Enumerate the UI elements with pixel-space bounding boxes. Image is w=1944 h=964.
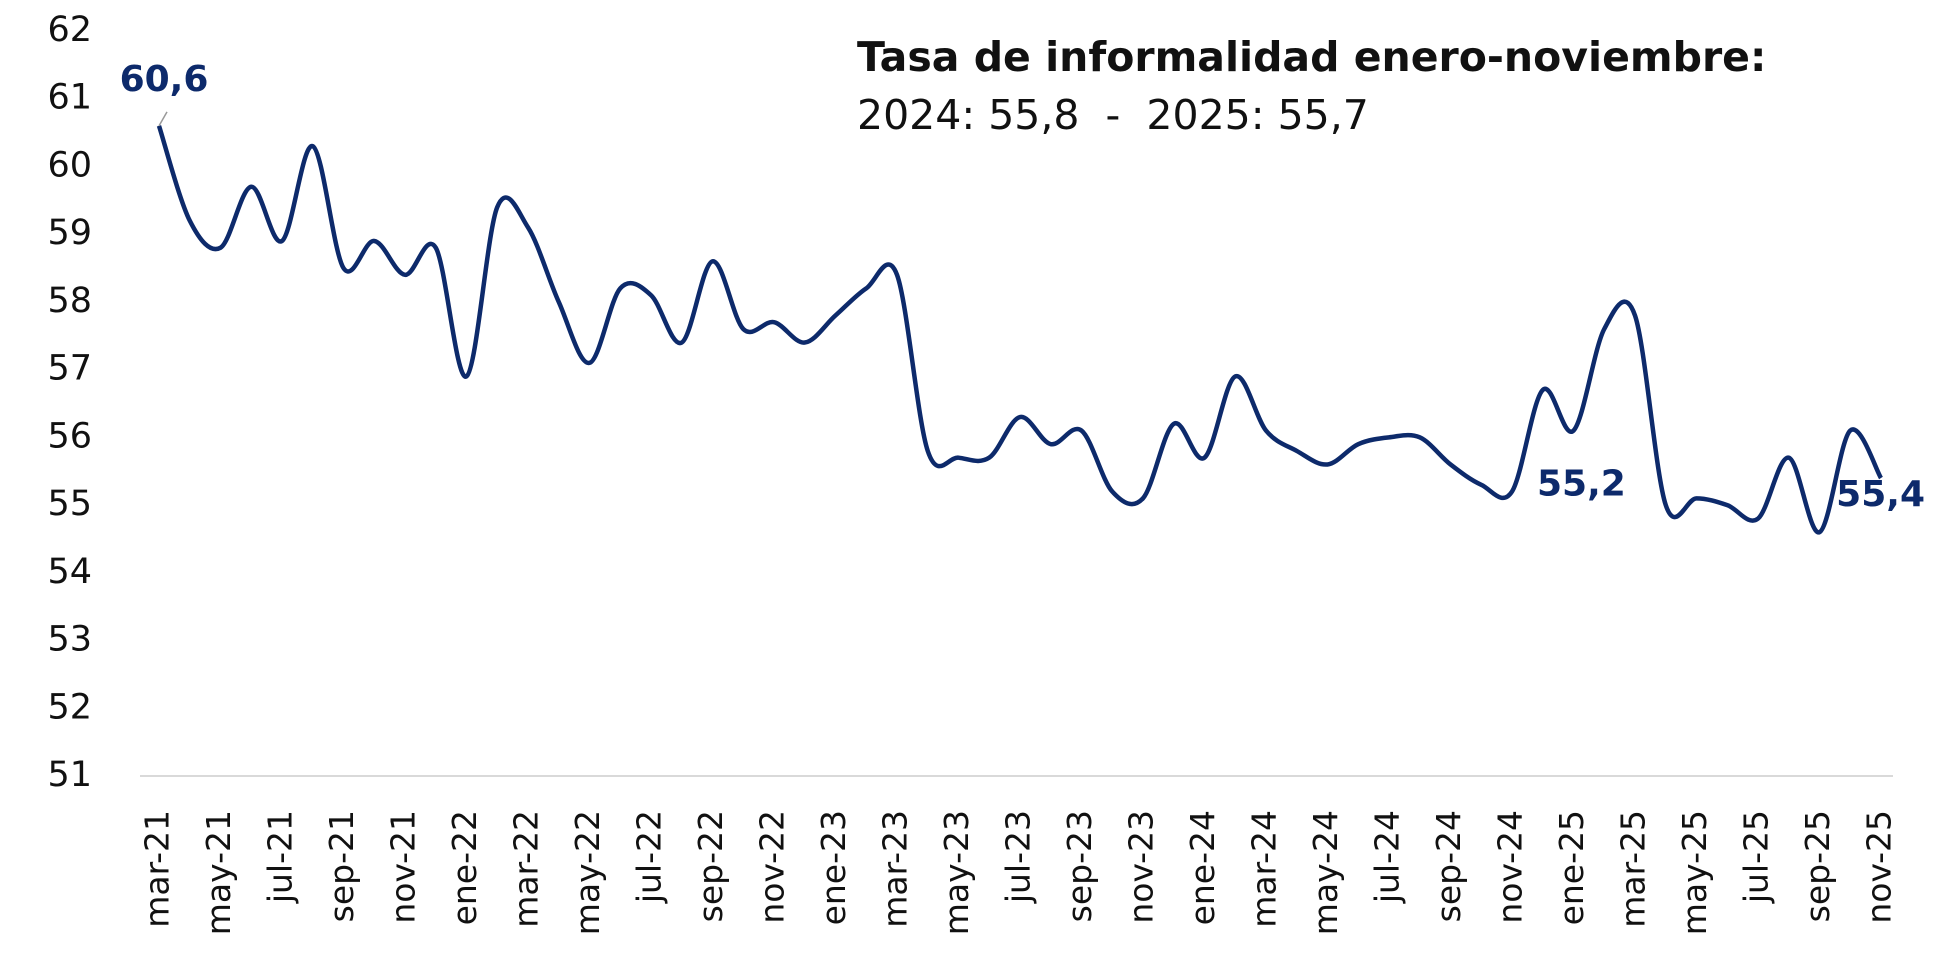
x-tick-label: mar-23 <box>876 810 915 928</box>
x-tick-label: sep-24 <box>1429 810 1468 922</box>
x-tick-label: may-22 <box>568 810 607 935</box>
x-tick-label: jul-21 <box>261 810 300 904</box>
y-tick-label: 57 <box>47 349 92 389</box>
y-tick-label: 62 <box>47 10 92 50</box>
x-tick-label: may-21 <box>199 810 238 935</box>
y-tick-label: 54 <box>47 552 92 592</box>
chart-title: Tasa de informalidad enero-noviembre: <box>857 33 1766 81</box>
chart-subtitle: 2024: 55,8 - 2025: 55,7 <box>857 91 1369 139</box>
x-tick-label: sep-22 <box>691 810 730 922</box>
x-tick-label: mar-24 <box>1245 810 1284 928</box>
y-tick-label: 61 <box>47 78 92 118</box>
y-tick-label: 51 <box>47 755 92 795</box>
x-tick-label: sep-21 <box>322 810 361 922</box>
x-tick-label: nov-25 <box>1860 810 1899 924</box>
x-tick-label: ene-23 <box>814 810 853 925</box>
x-tick-label: nov-22 <box>753 810 792 924</box>
x-tick-label: sep-25 <box>1798 810 1837 922</box>
x-tick-label: nov-21 <box>384 810 423 924</box>
y-tick-label: 52 <box>47 687 92 727</box>
x-tick-label: mar-25 <box>1614 810 1653 928</box>
y-tick-label: 59 <box>47 213 92 253</box>
x-tick-label: ene-25 <box>1552 810 1591 925</box>
x-tick-label: mar-21 <box>138 810 177 928</box>
data-label: 55,2 <box>1537 464 1626 505</box>
x-tick-label: jul-22 <box>630 810 669 904</box>
x-tick-label: nov-24 <box>1491 810 1530 924</box>
data-label: 60,6 <box>120 59 209 100</box>
leader-line <box>158 111 168 127</box>
data-line <box>156 125 1883 535</box>
x-tick-label: ene-22 <box>445 810 484 925</box>
y-tick-label: 58 <box>47 281 92 321</box>
x-tick-label: ene-24 <box>1183 810 1222 925</box>
x-tick-label: may-25 <box>1675 810 1714 935</box>
x-tick-label: sep-23 <box>1060 810 1099 922</box>
x-tick-label: jul-23 <box>999 810 1038 904</box>
x-tick-label: mar-22 <box>507 810 546 928</box>
x-tick-label: may-23 <box>937 810 976 935</box>
x-tick-label: jul-25 <box>1737 810 1776 904</box>
x-tick-label: may-24 <box>1306 810 1345 935</box>
y-tick-label: 55 <box>47 484 92 524</box>
x-tick-label: jul-24 <box>1368 810 1407 904</box>
x-tick-label: nov-23 <box>1122 810 1161 924</box>
data-label: 55,4 <box>1836 474 1925 515</box>
y-tick-label: 53 <box>47 620 92 660</box>
y-tick-label: 60 <box>47 145 92 185</box>
y-tick-label: 56 <box>47 416 92 456</box>
